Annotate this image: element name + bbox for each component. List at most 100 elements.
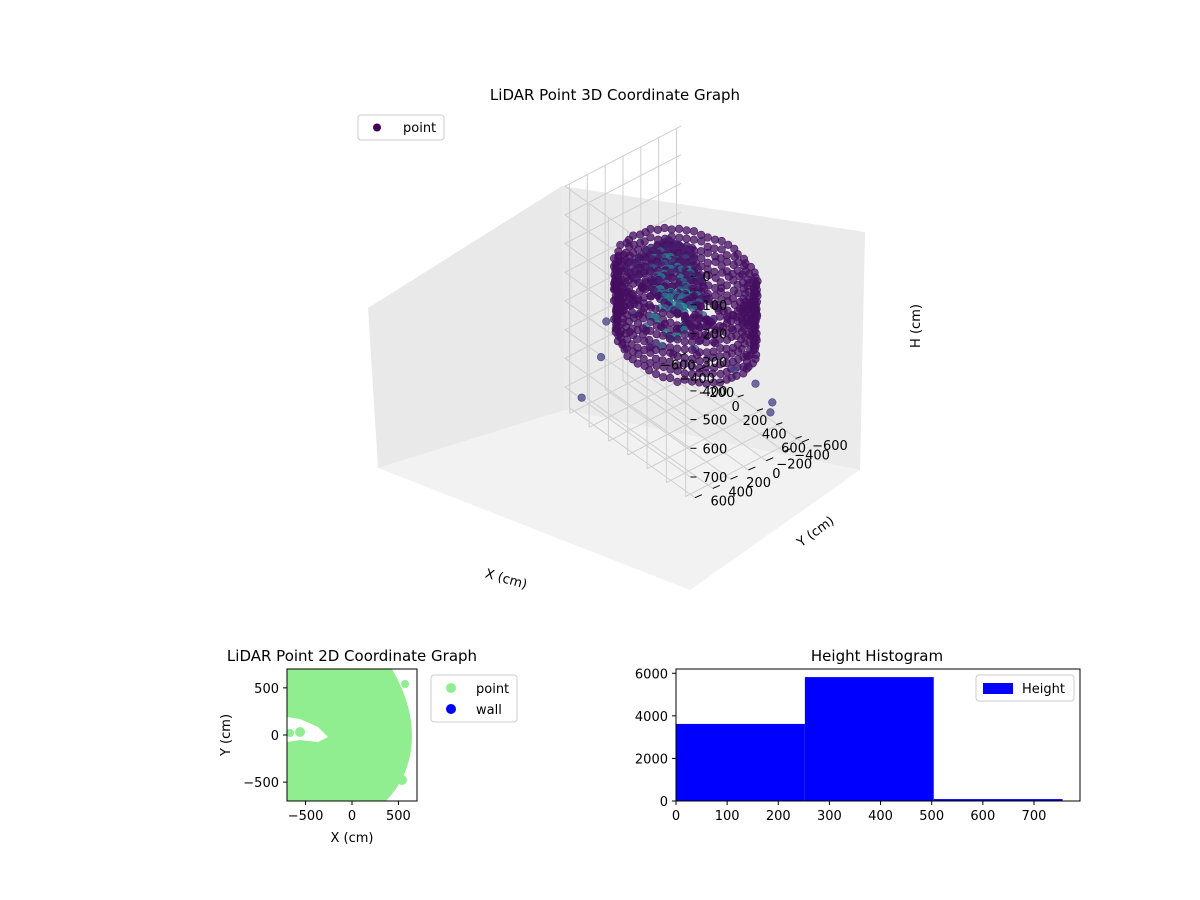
data-point-3d bbox=[739, 369, 748, 378]
y-tick-label-3d: 600 bbox=[710, 495, 735, 510]
data-point-3d bbox=[688, 345, 697, 354]
data-point-3d bbox=[689, 235, 699, 244]
y-tick-label-3d: 200 bbox=[746, 476, 771, 491]
data-point-3d bbox=[711, 291, 720, 300]
data-point-3d bbox=[629, 279, 638, 288]
legend-histogram-label: Height bbox=[1022, 682, 1065, 697]
data-point-3d bbox=[697, 237, 706, 246]
data-point-3d bbox=[673, 377, 682, 387]
x-tick-3d bbox=[795, 435, 802, 439]
y-tick-label-histogram: 4000 bbox=[635, 710, 668, 725]
x-tick-label-histogram: 700 bbox=[1022, 809, 1047, 824]
x-tick-label-3d: 400 bbox=[762, 428, 787, 443]
legend-histogram-swatch bbox=[983, 683, 1013, 694]
x-tick-label-3d: −400 bbox=[679, 372, 715, 387]
x-tick-label-histogram: 100 bbox=[715, 809, 740, 824]
data-point-3d bbox=[696, 247, 706, 256]
x-tick-3d bbox=[679, 352, 686, 356]
y-tick-3d bbox=[766, 457, 774, 462]
data-point-3d bbox=[646, 292, 656, 301]
y-tick-label-2d: 0 bbox=[271, 729, 279, 744]
x-tick-label-2d: 0 bbox=[348, 809, 356, 824]
data-point-3d bbox=[729, 260, 738, 270]
x-tick-label-histogram: 0 bbox=[672, 809, 680, 824]
data-point-3d bbox=[717, 236, 726, 246]
point-cloud-3d bbox=[577, 223, 777, 417]
legend-2d: point wall bbox=[430, 674, 518, 723]
y-tick-label-3d: −600 bbox=[812, 439, 848, 454]
legend-2d-label-point: point bbox=[476, 682, 509, 697]
data-point-3d bbox=[723, 297, 732, 306]
point-2d-outlier bbox=[397, 775, 407, 785]
data-point-3d bbox=[667, 225, 676, 234]
y-tick-label-histogram: 6000 bbox=[635, 667, 668, 682]
y-tick-label-3d: 0 bbox=[772, 467, 780, 482]
y-tick-3d bbox=[712, 484, 720, 489]
data-point-3d bbox=[633, 326, 642, 335]
legend-2d-marker-wall bbox=[446, 704, 456, 714]
z-tick-label-3d: 500 bbox=[702, 414, 727, 429]
y-tick-label-3d: 400 bbox=[728, 485, 753, 500]
x-tick-3d bbox=[756, 408, 764, 412]
data-point-3d bbox=[733, 280, 742, 289]
x-tick-label-3d: 200 bbox=[743, 414, 768, 429]
x-tick-3d bbox=[718, 380, 725, 384]
x-axis-label-2d: X (cm) bbox=[331, 831, 374, 846]
y-tick-label-3d: −200 bbox=[776, 458, 812, 473]
y-tick-label-histogram: 2000 bbox=[635, 752, 668, 767]
data-point-3d bbox=[639, 314, 648, 323]
legend-3d-marker bbox=[373, 123, 381, 132]
y-tick-3d bbox=[801, 438, 810, 443]
pane-left bbox=[368, 186, 565, 468]
data-point-3d bbox=[702, 338, 711, 347]
z-tick-label-3d: 100 bbox=[702, 299, 727, 314]
y-tick-3d bbox=[730, 475, 738, 480]
x-tick-label-3d: 0 bbox=[732, 400, 740, 415]
chart-title-2d: LiDAR Point 2D Coordinate Graph bbox=[227, 647, 477, 665]
z-tick-label-3d: 400 bbox=[702, 385, 727, 400]
data-point-3d bbox=[651, 370, 661, 379]
x-tick-label-3d: −600 bbox=[660, 358, 696, 373]
lidar-2d-plot: LiDAR Point 2D Coordinate Graph −500−500… bbox=[219, 647, 518, 846]
data-point-3d bbox=[660, 223, 669, 233]
data-point-3d bbox=[703, 233, 712, 242]
data-point-3d bbox=[658, 348, 668, 357]
y-axis-label-3d: Y (cm) bbox=[794, 514, 838, 551]
x-axis-label-3d: X (cm) bbox=[483, 566, 528, 592]
data-point-3d bbox=[680, 337, 689, 346]
data-point-3d bbox=[653, 225, 662, 234]
x-tick-label-2d: 500 bbox=[386, 809, 411, 824]
z-tick-label-3d: 200 bbox=[702, 328, 727, 343]
height-histogram: Height Histogram 0 100 200 300 400 500 600 7000… bbox=[635, 647, 1081, 824]
data-point-3d bbox=[673, 335, 682, 344]
y-axis-label-2d: Y (cm) bbox=[219, 714, 234, 757]
data-point-3d bbox=[702, 379, 711, 388]
histogram-bar bbox=[804, 677, 934, 801]
data-point-3d bbox=[680, 330, 689, 339]
data-point-3d bbox=[722, 335, 732, 345]
data-point-3d bbox=[716, 369, 725, 379]
data-point-3d bbox=[666, 373, 675, 383]
data-point-3d bbox=[577, 393, 586, 402]
data-point-3d bbox=[636, 230, 645, 239]
legend-3d-frame bbox=[357, 114, 445, 141]
data-point-3d bbox=[620, 345, 629, 354]
y-tick-label-3d: −400 bbox=[794, 448, 830, 463]
data-point-3d bbox=[675, 233, 684, 242]
data-point-3d bbox=[665, 334, 675, 344]
data-point-3d bbox=[717, 245, 726, 254]
point-region-2d bbox=[287, 669, 412, 801]
x-tick-label-histogram: 300 bbox=[817, 809, 842, 824]
data-point-3d bbox=[646, 326, 655, 335]
legend-histogram: Height bbox=[975, 674, 1075, 702]
x-tick-label-histogram: 400 bbox=[868, 809, 893, 824]
point-2d-outlier bbox=[287, 729, 294, 737]
x-tick-label-3d: −200 bbox=[699, 386, 735, 401]
data-point-3d bbox=[708, 369, 717, 378]
z-tick-label-3d: 300 bbox=[702, 356, 727, 371]
grid-line-floor-y bbox=[569, 407, 696, 499]
x-tick-label-histogram: 200 bbox=[766, 809, 791, 824]
data-point-3d bbox=[682, 226, 691, 235]
data-point-3d bbox=[633, 359, 642, 368]
